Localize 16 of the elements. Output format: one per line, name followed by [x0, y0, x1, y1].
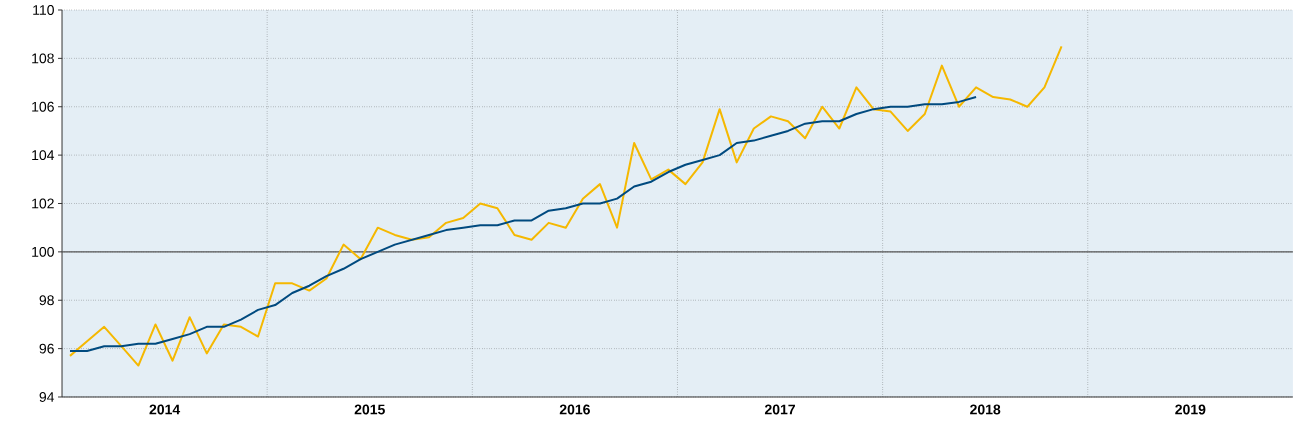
- y-tick-label: 94: [39, 392, 55, 402]
- x-tick-label: 2017: [764, 404, 795, 415]
- y-tick-label: 100: [32, 246, 54, 257]
- line-series: [69, 45, 1063, 367]
- x-tick-label: 2016: [559, 404, 590, 415]
- y-tick-label: 102: [32, 198, 54, 209]
- y-tick-label: 108: [32, 53, 54, 64]
- y-tick-label: 96: [39, 343, 54, 354]
- x-tick-label: 2018: [970, 404, 1001, 415]
- y-tick-label: 104: [32, 150, 55, 161]
- x-tick-label: 2019: [1175, 404, 1206, 415]
- x-tick-label: 2014: [149, 404, 181, 415]
- y-tick-label: 98: [39, 295, 54, 306]
- x-tick-label: 2015: [354, 404, 385, 415]
- y-tick-label: 106: [32, 101, 54, 112]
- y-tick-label: 110: [33, 5, 54, 15]
